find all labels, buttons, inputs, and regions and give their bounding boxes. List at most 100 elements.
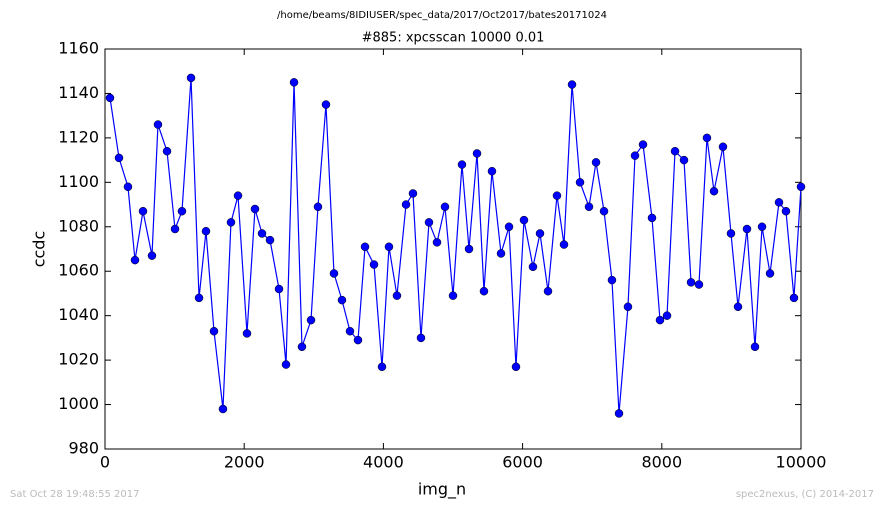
data-point	[742, 224, 752, 234]
data-point	[250, 204, 260, 214]
data-point	[265, 235, 275, 245]
data-point	[321, 100, 331, 109]
data-point	[377, 362, 387, 372]
data-point	[424, 218, 434, 227]
data-point	[591, 158, 601, 167]
data-point	[130, 255, 140, 265]
y-tick-label: 1100	[58, 172, 99, 191]
data-point	[543, 286, 553, 296]
data-point	[408, 189, 418, 198]
data-point	[638, 140, 648, 149]
data-point	[789, 293, 799, 303]
data-point	[416, 333, 426, 343]
data-point	[105, 93, 115, 103]
data-point	[552, 191, 562, 200]
data-point	[765, 269, 775, 278]
data-point	[123, 182, 133, 192]
data-point	[345, 326, 355, 336]
data-point	[153, 120, 163, 129]
data-point	[472, 149, 482, 158]
data-point	[138, 206, 148, 216]
data-point	[384, 242, 394, 252]
footer-left: Sat Oct 28 19:48:55 2017	[10, 489, 140, 500]
y-tick-label: 1020	[58, 350, 99, 369]
data-point	[535, 229, 545, 238]
y-tick-label: 1120	[58, 127, 99, 146]
x-tick-label: 10000	[776, 453, 827, 472]
data-point	[162, 146, 172, 156]
x-tick-label: 0	[100, 453, 110, 472]
y-tick-label: 1080	[58, 216, 99, 235]
data-point	[170, 224, 180, 234]
data-point	[306, 315, 316, 325]
data-point	[774, 198, 784, 207]
data-point	[147, 251, 157, 260]
data-point	[679, 155, 689, 165]
x-tick-label: 6000	[502, 453, 543, 472]
data-point	[647, 213, 657, 223]
data-point	[401, 200, 411, 209]
data-point	[360, 242, 370, 252]
data-point	[733, 302, 743, 312]
data-point	[369, 260, 379, 269]
data-point	[289, 78, 299, 87]
data-point	[528, 262, 538, 272]
x-tick-label: 4000	[363, 453, 404, 472]
suptitle: /home/beams/8IDIUSER/spec_data/2017/Oct2…	[277, 10, 607, 21]
chart-title: #885: xpcsscan 10000 0.01	[362, 31, 545, 46]
data-line	[109, 77, 802, 414]
data-point	[464, 244, 474, 254]
data-point	[209, 326, 219, 336]
data-point	[440, 202, 450, 212]
data-point	[218, 404, 228, 414]
data-point	[281, 360, 291, 369]
data-point	[686, 278, 696, 287]
y-tick-label: 1140	[58, 83, 99, 102]
data-point	[630, 151, 640, 160]
data-point	[233, 191, 243, 200]
data-point	[504, 222, 514, 232]
data-point	[781, 206, 791, 216]
data-point	[757, 222, 767, 232]
data-point	[718, 142, 728, 152]
data-point	[599, 206, 609, 216]
data-point	[607, 275, 617, 285]
data-point	[655, 315, 665, 325]
data-point	[702, 133, 712, 143]
y-tick-label: 980	[68, 439, 99, 458]
data-point	[567, 80, 577, 89]
data-point	[511, 362, 521, 372]
data-point	[177, 206, 187, 216]
data-point	[329, 269, 339, 278]
data-point	[448, 291, 458, 300]
data-point	[496, 249, 506, 258]
data-point	[709, 186, 719, 196]
data-point	[114, 153, 124, 163]
data-point	[750, 342, 760, 352]
y-tick-label: 1060	[58, 261, 99, 280]
data-point	[614, 409, 624, 418]
data-point	[313, 202, 323, 212]
data-point	[226, 218, 236, 227]
data-point	[623, 302, 633, 312]
data-point	[353, 335, 363, 345]
y-axis-label: ccdc	[30, 231, 49, 268]
data-point	[670, 146, 680, 156]
data-point	[559, 240, 569, 249]
data-point	[726, 229, 736, 238]
y-tick-label: 1040	[58, 305, 99, 324]
data-point	[487, 166, 497, 176]
data-point	[457, 160, 467, 169]
data-point	[201, 226, 211, 236]
data-point	[392, 291, 402, 300]
data-point	[479, 286, 489, 296]
data-point	[257, 229, 267, 238]
x-tick-label: 2000	[224, 453, 265, 472]
data-point	[519, 215, 529, 225]
x-axis-label: img_n	[418, 480, 466, 500]
data-point	[584, 202, 594, 212]
data-point	[796, 182, 806, 192]
data-point	[337, 295, 347, 305]
data-point	[194, 293, 204, 303]
data-point	[297, 342, 307, 352]
